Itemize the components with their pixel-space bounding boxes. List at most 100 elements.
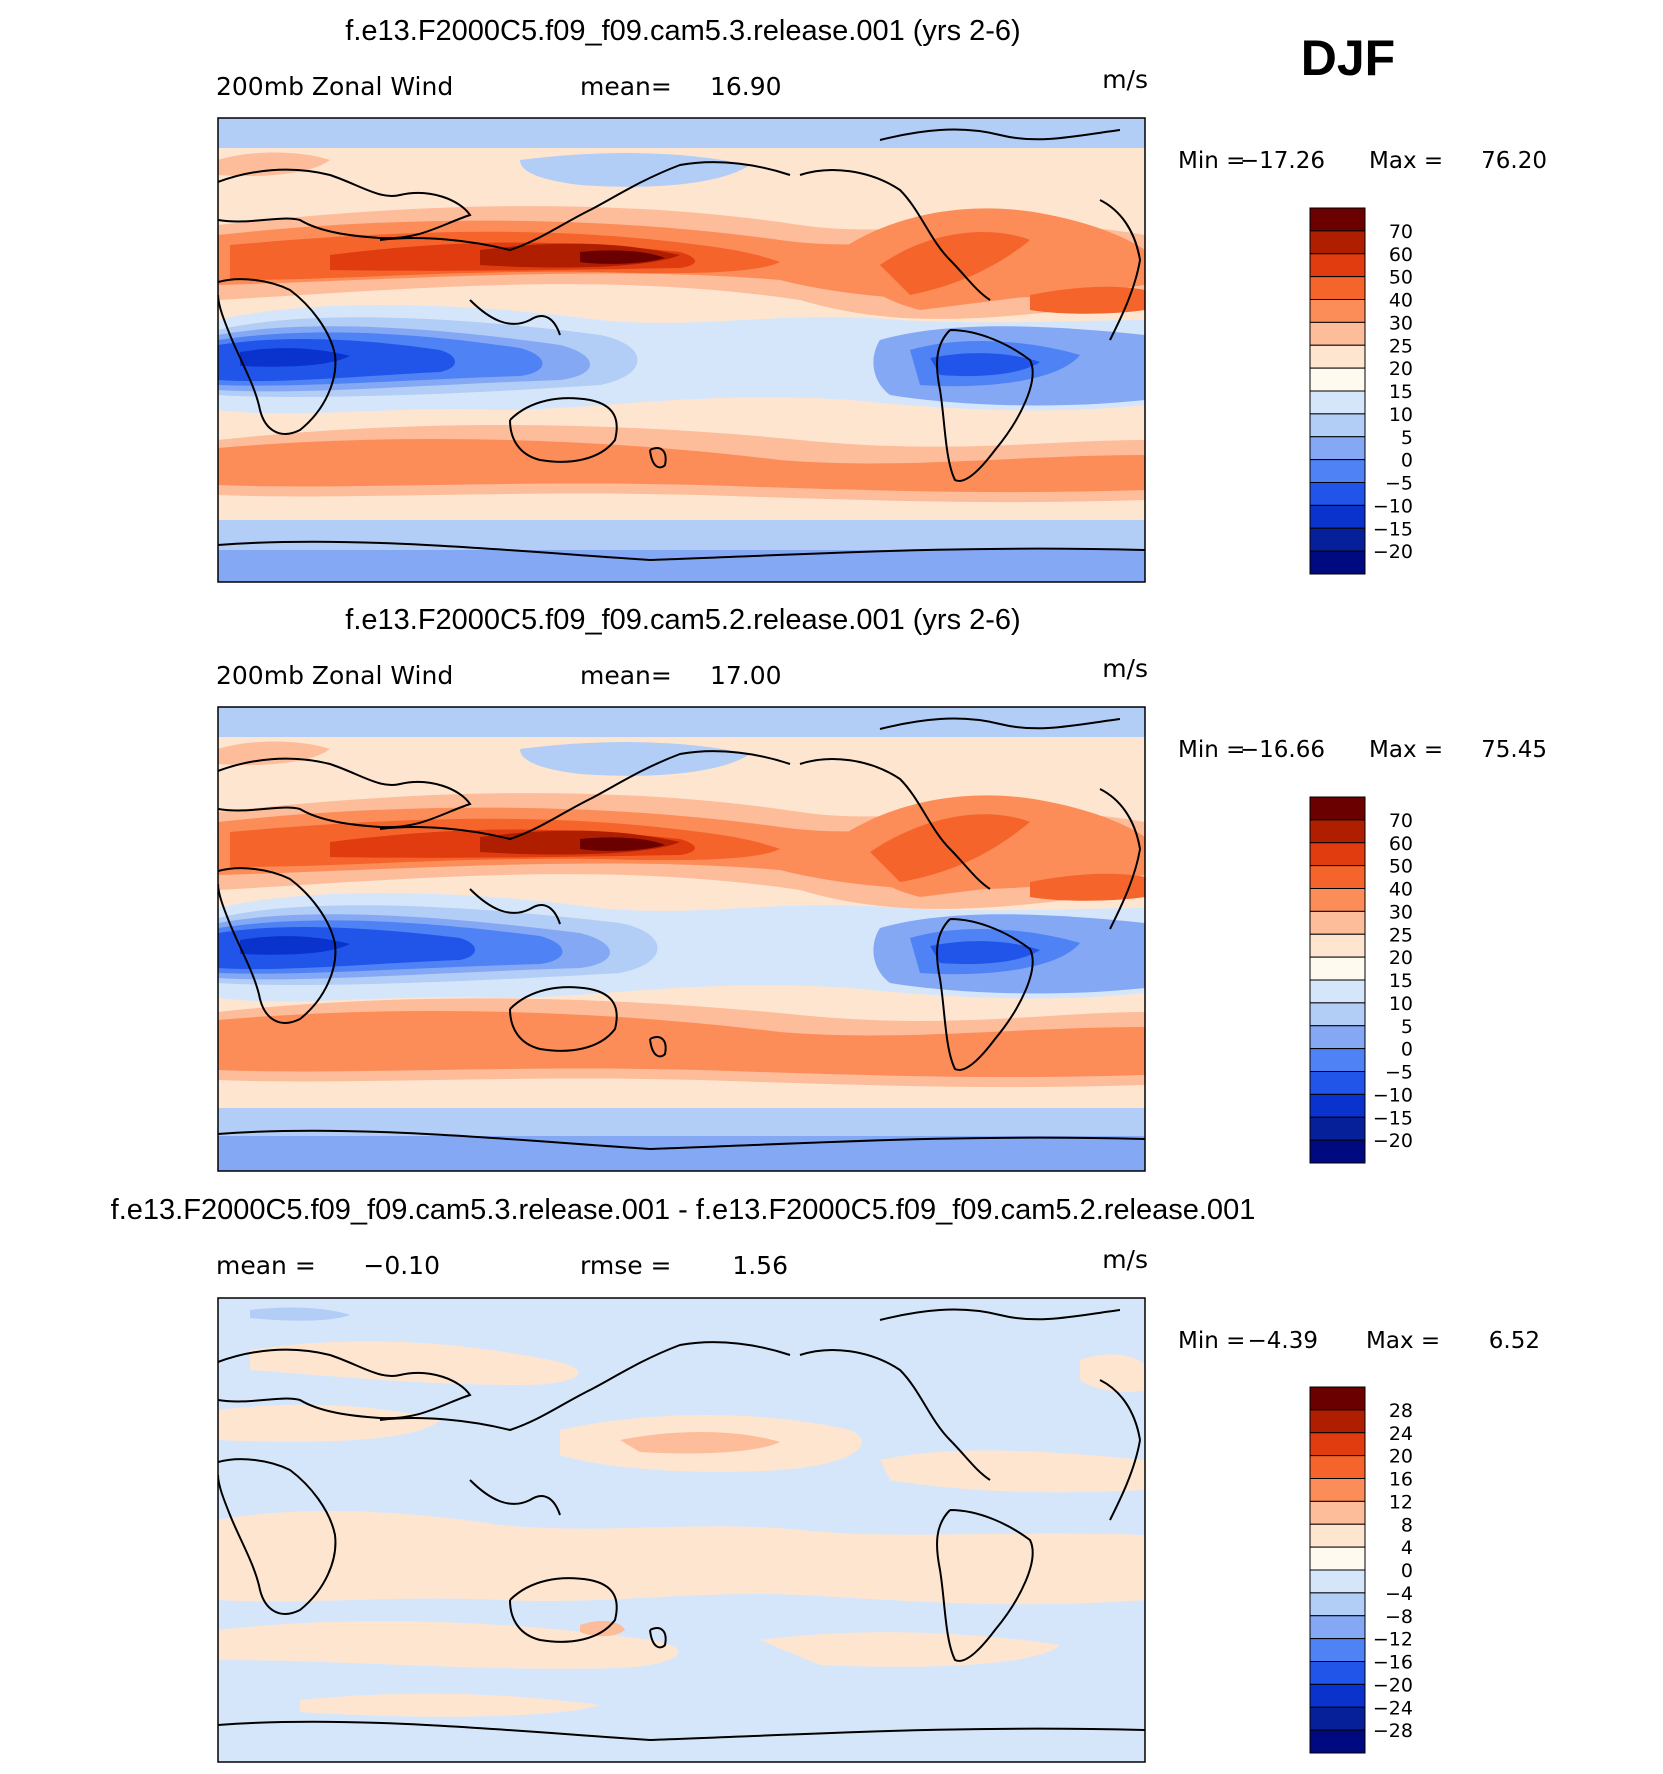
colorbar-swatch (1309, 1048, 1366, 1072)
colorbar-swatch (1309, 436, 1366, 461)
colorbar-tick-label: 20 (1389, 358, 1413, 380)
colorbar-tick-label: 60 (1389, 833, 1413, 855)
colorbar-swatch (1309, 1729, 1366, 1754)
colorbar-swatch (1309, 207, 1366, 232)
panel-1: f.e13.F2000C5.f09_f09.cam5.3.release.001… (216, 15, 1547, 583)
colorbar-tick-label: 12 (1389, 1491, 1413, 1513)
panel-3-min-value: −4.39 (1248, 1328, 1318, 1354)
colorbar-swatch (1309, 1683, 1366, 1708)
panel-2-min-label: Min = (1178, 737, 1245, 763)
colorbar-swatch (1309, 550, 1366, 575)
colorbar-tick-label: 4 (1401, 1537, 1413, 1559)
colorbar-swatch (1309, 367, 1366, 392)
panel-2-unit: m/s (1102, 654, 1148, 683)
colorbar-tick-label: −10 (1373, 495, 1413, 517)
colorbar-swatch (1309, 1500, 1366, 1525)
panel-3-stat-label: rmse = (580, 1251, 672, 1280)
colorbar-swatch (1309, 910, 1366, 935)
colorbar-tick-label: 0 (1401, 1039, 1413, 1061)
colorbar-swatch (1309, 504, 1366, 529)
colorbar-tick-label: 70 (1389, 221, 1413, 243)
colorbar-swatch (1309, 865, 1366, 889)
colorbar-tick-label: −20 (1373, 1130, 1413, 1152)
season-label: DJF (1301, 30, 1395, 86)
colorbar-swatch (1309, 1569, 1366, 1594)
colorbar-swatch (1309, 933, 1366, 958)
colorbar-tick-label: −5 (1385, 473, 1413, 495)
colorbar-tick-label: 30 (1389, 901, 1413, 923)
colorbar-tick-label: −15 (1373, 1107, 1413, 1129)
panel-3-map-frame (217, 1297, 1146, 1763)
panel-3-max-label: Max = (1366, 1328, 1440, 1354)
colorbar-tick-label: 10 (1389, 993, 1413, 1015)
colorbar-tick-label: 50 (1389, 267, 1413, 289)
colorbar-tick-label: 30 (1389, 312, 1413, 334)
colorbar-swatch (1309, 527, 1366, 552)
panel-2-map-frame (217, 706, 1146, 1172)
colorbar-swatch (1309, 1638, 1366, 1662)
colorbar-tick-label: 25 (1389, 924, 1413, 946)
colorbar-swatch (1309, 842, 1366, 867)
panel-1-min-label: Min = (1178, 148, 1245, 174)
colorbar-tick-label: 0 (1401, 1560, 1413, 1582)
colorbar-tick-label: 60 (1389, 244, 1413, 266)
colorbar-swatch (1309, 956, 1366, 981)
panel-1-map (218, 118, 1145, 582)
colorbar-swatch (1309, 299, 1366, 323)
colorbar-swatch (1309, 796, 1366, 821)
colorbar-tick-label: −24 (1373, 1697, 1413, 1719)
colorbar-tick-label: 40 (1389, 290, 1413, 312)
colorbar-swatch (1309, 888, 1366, 912)
colorbar-tick-label: 50 (1389, 856, 1413, 878)
colorbar-swatch (1309, 276, 1366, 300)
colorbar-tick-label: 8 (1401, 1514, 1413, 1536)
colorbar-swatch (1309, 1025, 1366, 1050)
colorbar-tick-label: 15 (1389, 970, 1413, 992)
colorbar-tick-label: −20 (1373, 1674, 1413, 1696)
colorbar-tick-label: 24 (1389, 1423, 1413, 1445)
panel-3-max-value: 6.52 (1489, 1328, 1540, 1354)
colorbar-tick-label: 20 (1389, 1446, 1413, 1468)
colorbar-tick-label: −8 (1385, 1606, 1413, 1628)
panel-1-unit: m/s (1102, 65, 1148, 94)
panel-2-stat-value: 17.00 (710, 661, 782, 690)
colorbar-tick-label: 16 (1389, 1469, 1413, 1491)
colorbar-swatch (1309, 1093, 1366, 1118)
panel-3-min-label: Min = (1178, 1328, 1245, 1354)
colorbar-swatch (1309, 459, 1366, 483)
panel-2-min-value: −16.66 (1240, 737, 1325, 763)
panel-1-coastlines (218, 128, 1145, 562)
colorbar-swatch (1309, 1002, 1366, 1027)
panel-2-map (218, 707, 1145, 1171)
colorbar-tick-label: 5 (1401, 427, 1413, 449)
colorbar-swatch (1309, 1706, 1366, 1731)
colorbar-tick-label: −20 (1373, 541, 1413, 563)
colorbar-swatch (1309, 1432, 1366, 1457)
panel-2-title: f.e13.F2000C5.f09_f09.cam5.2.release.001… (345, 604, 1020, 636)
panel-3-left-label: mean = (216, 1251, 316, 1280)
colorbar-swatch (1309, 1071, 1366, 1095)
colorbar-swatch (1309, 979, 1366, 1004)
colorbar-tick-label: 70 (1389, 810, 1413, 832)
panel-2-coastlines (218, 717, 1145, 1151)
panel-3-map (218, 1298, 1145, 1762)
colorbar-swatch (1309, 1546, 1366, 1571)
colorbar-swatch (1309, 482, 1366, 506)
colorbar-tick-label: −12 (1373, 1629, 1413, 1651)
colorbar-swatch (1309, 230, 1366, 255)
colorbar-tick-label: 0 (1401, 450, 1413, 472)
colorbar-tick-label: −28 (1373, 1720, 1413, 1742)
panel-3-left-value: −0.10 (363, 1251, 440, 1280)
panel-1-max-label: Max = (1369, 148, 1443, 174)
colorbar-tick-label: −16 (1373, 1652, 1413, 1674)
panel-1-stat-label: mean= (580, 72, 672, 101)
colorbar-swatch (1309, 1139, 1366, 1164)
colorbar-tick-label: −5 (1385, 1062, 1413, 1084)
colorbar-swatch (1309, 1455, 1366, 1479)
panel-3: f.e13.F2000C5.f09_f09.cam5.3.release.001… (111, 1194, 1540, 1763)
colorbar-swatch (1309, 1409, 1366, 1434)
colorbar-tick-label: 15 (1389, 381, 1413, 403)
colorbar-swatch (1309, 321, 1366, 346)
